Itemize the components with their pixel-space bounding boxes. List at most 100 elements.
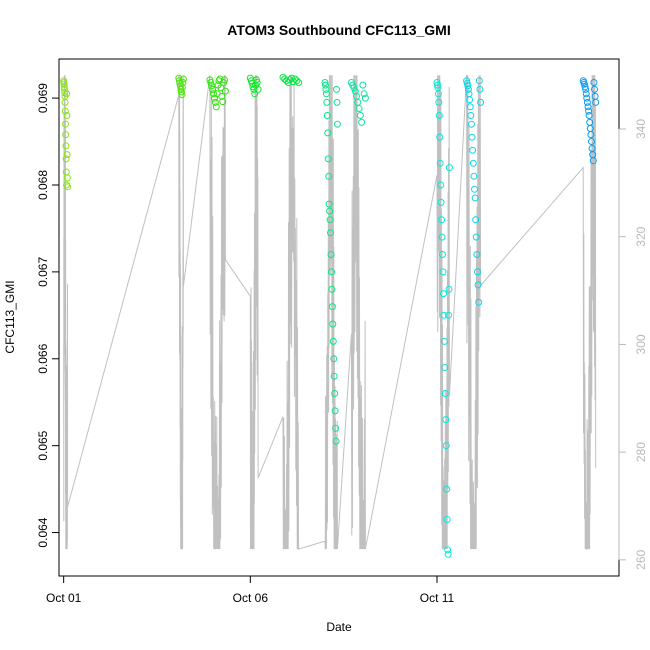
data-point [433,79,441,86]
data-point [441,364,449,371]
data-point [333,98,341,106]
data-point [63,181,70,189]
data-points [60,73,600,558]
data-point [440,290,447,298]
data-point [442,416,450,424]
y-tick-right-label: 280 [634,442,648,462]
y-axis-left: 0.064 0.065 0.066 0.067 0.068 0.069 [36,83,60,548]
data-point [358,118,366,126]
data-point [221,87,229,95]
data-point [321,79,329,86]
x-axis-label: Date [326,620,352,634]
y-tick-right-label: 260 [634,550,648,570]
y-tick-left-label: 0.067 [36,257,50,287]
data-point [325,172,333,180]
data-point [293,77,301,85]
data-point [175,74,183,82]
data-point [332,424,340,432]
data-point [333,85,340,93]
data-point [440,311,448,319]
data-point [463,77,471,85]
data-point [472,216,480,224]
x-tick-label: Oct 01 [46,591,82,605]
data-point [63,112,71,119]
x-axis: Oct 01 Oct 06 Oct 11 [46,575,455,605]
data-point [443,485,451,493]
data-point [582,85,590,93]
data-point [588,138,595,145]
data-point [442,442,450,450]
data-point [327,251,335,258]
data-point [331,407,339,415]
data-point [324,129,332,137]
data-point [475,77,483,85]
data-point [469,146,477,154]
data-point [254,85,262,93]
data-point [589,157,597,165]
data-point [445,285,453,293]
data-point [580,80,588,88]
data-point [474,281,482,289]
data-point [437,198,445,206]
data-point [179,79,187,86]
data-point [323,98,331,106]
data-point [328,268,335,276]
data-point [216,75,224,83]
data-point [440,337,448,345]
data-point [326,216,334,224]
data-point [436,133,444,141]
data-point [323,112,331,119]
data-point [466,96,474,104]
data-point [434,90,442,98]
data-point [253,79,261,86]
y-tick-left-label: 0.064 [36,517,50,547]
data-point [471,185,478,193]
data-point [62,120,69,128]
data-point [322,81,329,89]
data-point [210,90,217,98]
data-point [251,90,259,98]
data-point [219,98,227,106]
data-point [360,90,368,98]
y-tick-right-label: 320 [634,226,648,246]
data-point [591,85,598,93]
data-point [439,268,447,276]
data-point [279,73,287,81]
data-point [438,216,446,224]
data-point [326,207,334,215]
y-tick-left-label: 0.068 [36,170,50,200]
data-point [329,320,337,328]
data-point [60,80,68,88]
y-tick-left-label: 0.069 [36,83,50,113]
data-point [64,183,72,191]
data-point [328,303,336,311]
data-point [178,91,186,99]
data-point [471,194,479,202]
data-point [434,81,441,89]
data-point [61,85,68,93]
data-point [439,251,446,258]
data-point [474,268,481,276]
data-point [587,131,595,139]
data-point [179,75,187,83]
y-axis-right: 260 280 300 320 340 [618,119,648,570]
data-point [444,550,452,558]
data-point [356,112,364,119]
data-point [477,98,485,106]
data-point [443,516,451,523]
plot-frame [58,58,620,577]
data-point [327,229,334,237]
data-point [62,155,70,163]
y-tick-left-label: 0.065 [36,430,50,460]
data-point [209,85,217,93]
data-point [61,107,69,115]
chart-title: ATOM3 Southbound CFC113_GMI [227,22,451,38]
data-point [469,159,477,167]
data-point [475,298,483,306]
y-tick-right-label: 340 [634,119,648,139]
data-point [590,79,598,86]
data-point [63,151,71,159]
data-point [332,437,340,445]
data-point [359,81,367,89]
data-point [476,85,484,93]
